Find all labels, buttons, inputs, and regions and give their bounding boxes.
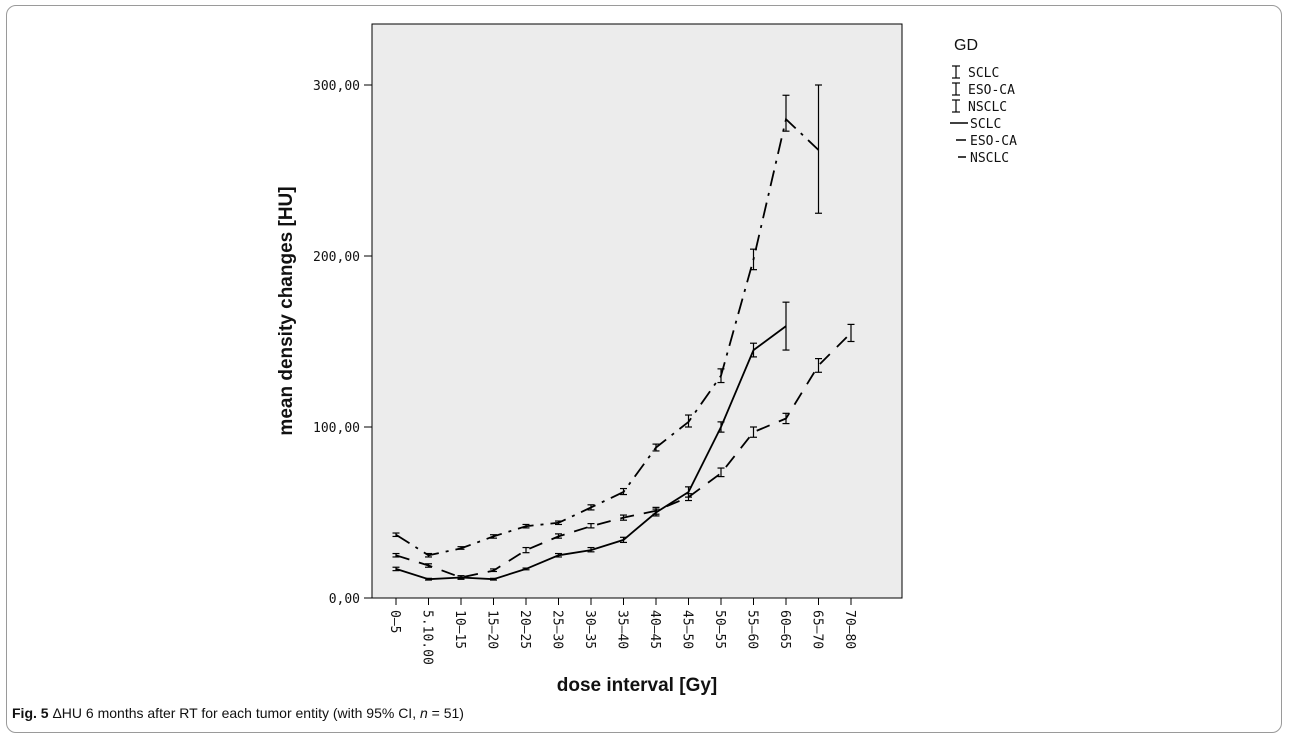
plot-area bbox=[371, 23, 903, 599]
errorbar-eso-ca-8 bbox=[652, 443, 660, 452]
errorbar-eso-ca-11 bbox=[750, 248, 757, 271]
x-tick-label: 50–55 bbox=[712, 610, 727, 649]
legend-label: NSCLC bbox=[968, 100, 1007, 115]
errorbar-nsclc-0 bbox=[392, 552, 400, 558]
x-tick-label: 65–70 bbox=[810, 610, 825, 649]
x-tick-label: 55–60 bbox=[745, 610, 760, 649]
series-eso-ca bbox=[392, 84, 822, 558]
y-tick-label: 100,00 bbox=[313, 421, 360, 436]
errorbar-eso-ca-0 bbox=[392, 532, 400, 538]
errorbar-eso-ca-1 bbox=[425, 552, 432, 558]
errorbar-sclc-1 bbox=[425, 577, 432, 581]
errorbar-nsclc-5 bbox=[555, 533, 562, 539]
errorbar-eso-ca-6 bbox=[587, 504, 595, 511]
legend-item-line-nsclc: NSCLC bbox=[958, 151, 1009, 166]
y-tick-label: 200,00 bbox=[313, 250, 360, 265]
legend-label: SCLC bbox=[968, 66, 999, 81]
caption-n-symbol: n bbox=[419, 705, 428, 721]
errorbar-sclc-0 bbox=[392, 566, 400, 572]
errorbar-sclc-4 bbox=[522, 567, 530, 571]
legend-item-line-eso-ca: ESO-CA bbox=[956, 134, 1017, 149]
errorbar-nsclc-3 bbox=[490, 568, 497, 573]
legend-item-line-sclc: SCLC bbox=[950, 117, 1001, 132]
x-tick-label: 20–25 bbox=[517, 610, 532, 649]
errorbar-eso-ca-4 bbox=[522, 523, 530, 529]
errorbar-nsclc-13 bbox=[815, 358, 822, 373]
x-tick-label: 10–15 bbox=[452, 610, 467, 649]
x-tick-label: 15–20 bbox=[485, 610, 500, 649]
errorbar-sclc-10 bbox=[717, 421, 725, 433]
chart: 0,00 100,00 200,00 300,00 0–5 5.10.00 10–15 15–… bbox=[276, 23, 1017, 696]
errorbar-nsclc-14 bbox=[847, 323, 855, 343]
errorbar-sclc-11 bbox=[750, 342, 757, 358]
x-tick-label: 30–35 bbox=[582, 610, 597, 649]
errorbar-eso-ca-12 bbox=[782, 94, 790, 132]
series-layer bbox=[392, 84, 855, 581]
errorbar-nsclc-12 bbox=[782, 412, 790, 425]
series-nsclc bbox=[392, 323, 855, 580]
errorbar-sclc-6 bbox=[587, 546, 595, 553]
errorbar-nsclc-10 bbox=[717, 467, 725, 478]
legend-item-errorbar-nsclc: NSCLC bbox=[952, 99, 1007, 115]
x-tick-label: 60–65 bbox=[777, 610, 792, 649]
legend: GD SCLC ESO-CA NSCLC SCLC ESO-CA NSCLC bbox=[950, 37, 1017, 166]
errorbar-sclc-7 bbox=[620, 536, 627, 544]
caption-text-a: ΔHU 6 months after RT for each tumor ent… bbox=[52, 705, 420, 721]
x-axis-label: dose interval [Gy] bbox=[557, 675, 718, 696]
legend-label: ESO-CA bbox=[968, 83, 1015, 98]
errorbar-nsclc-4 bbox=[522, 546, 530, 554]
legend-label: NSCLC bbox=[970, 151, 1009, 166]
x-tick-label: 45–50 bbox=[680, 610, 695, 649]
figure-caption: Fig. 5 ΔHU 6 months after RT for each tu… bbox=[12, 705, 464, 721]
errorbar-nsclc-8 bbox=[652, 506, 660, 515]
x-tick-label: 40–45 bbox=[647, 610, 662, 649]
caption-label: Fig. 5 bbox=[12, 705, 49, 721]
x-tick-label: 70–80 bbox=[842, 610, 857, 649]
x-tick-label: 35–40 bbox=[615, 610, 630, 649]
legend-label: SCLC bbox=[970, 117, 1001, 132]
errorbar-nsclc-9 bbox=[685, 493, 692, 502]
legend-label: ESO-CA bbox=[970, 134, 1017, 149]
errorbar-nsclc-1 bbox=[425, 563, 432, 568]
caption-text-b: = 51) bbox=[427, 705, 464, 721]
y-tick-label: 0,00 bbox=[329, 592, 360, 607]
errorbar-nsclc-6 bbox=[587, 523, 595, 529]
errorbar-eso-ca-7 bbox=[620, 487, 627, 496]
y-tick-label: 300,00 bbox=[313, 79, 360, 94]
legend-item-errorbar-sclc: SCLC bbox=[952, 65, 999, 81]
y-axis-label: mean density changes [HU] bbox=[276, 186, 297, 435]
errorbar-sclc-12 bbox=[782, 301, 790, 351]
errorbar-nsclc-11 bbox=[750, 426, 757, 438]
figure-frame bbox=[6, 5, 1282, 733]
errorbar-eso-ca-2 bbox=[457, 546, 465, 550]
errorbar-eso-ca-10 bbox=[717, 368, 725, 384]
series-line-eso-ca bbox=[395, 117, 820, 557]
errorbar-nsclc-7 bbox=[620, 514, 627, 521]
errorbar-sclc-3 bbox=[490, 577, 497, 581]
errorbar-eso-ca-13 bbox=[815, 84, 822, 214]
errorbar-nsclc-2 bbox=[457, 575, 465, 580]
errorbar-eso-ca-9 bbox=[685, 414, 692, 428]
x-tick-label: 5.10.00 bbox=[420, 610, 435, 665]
x-tick-label: 25–30 bbox=[550, 610, 565, 649]
legend-item-errorbar-eso-ca: ESO-CA bbox=[952, 82, 1015, 98]
axis-layer: 0,00 100,00 200,00 300,00 0–5 5.10.00 10–15 15–… bbox=[313, 79, 857, 665]
errorbar-eso-ca-5 bbox=[555, 520, 562, 526]
errorbar-eso-ca-3 bbox=[490, 534, 497, 539]
x-tick-label: 0–5 bbox=[387, 610, 402, 633]
errorbar-sclc-5 bbox=[555, 552, 562, 558]
legend-title: GD bbox=[954, 37, 978, 54]
